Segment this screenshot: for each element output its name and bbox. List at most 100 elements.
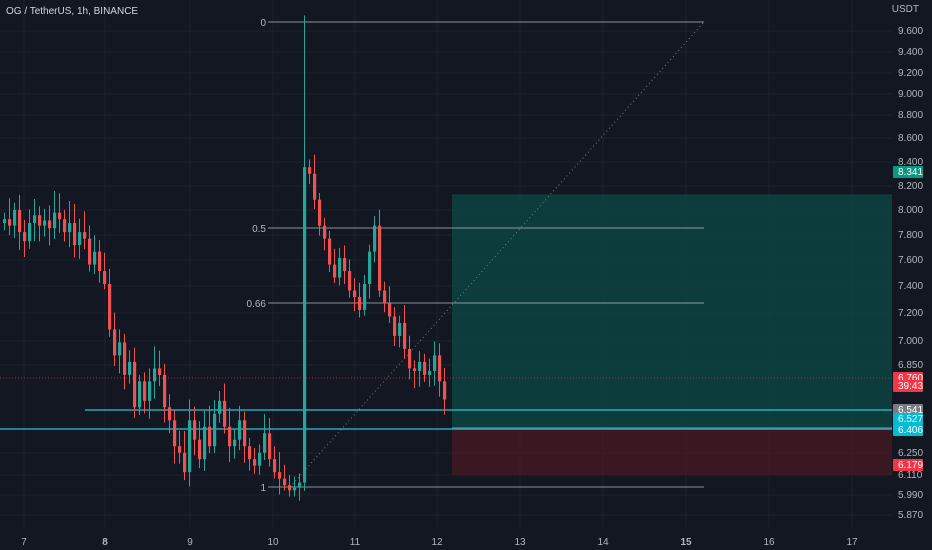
candle-body: [193, 420, 197, 440]
candle-body: [23, 232, 27, 242]
price-tick: 8.600: [898, 133, 923, 144]
price-tick: 5.870: [898, 510, 923, 521]
candle-body: [373, 225, 377, 252]
candle-body: [238, 420, 242, 440]
hline1-price-tag: 6.527: [893, 413, 923, 425]
candle-body: [28, 223, 32, 242]
candle-body: [313, 173, 317, 200]
time-axis[interactable]: 7 8 9 10 11 12 13 14 15 16 17: [21, 537, 858, 548]
candle-body: [403, 322, 407, 349]
candle-body: [338, 258, 342, 278]
candle-body: [83, 232, 87, 239]
candle-body: [103, 271, 107, 285]
target-price-tag-text: 8.341: [898, 167, 923, 178]
price-tags: 8.341 6.760 39:43 6.541 6.527 6.406 6.17…: [893, 166, 923, 471]
candle-body: [198, 439, 202, 460]
fib-level-0-label: 0: [260, 18, 266, 29]
candle-countdown-tag: 39:43: [893, 380, 923, 392]
candle-body: [233, 439, 237, 447]
candle-body: [298, 482, 302, 488]
time-tick: 8: [102, 537, 108, 548]
candle-body: [303, 167, 307, 483]
last-price-tag-text: 6.760: [898, 373, 923, 384]
candle-body: [243, 420, 247, 447]
price-tick: 7.600: [898, 255, 923, 266]
candle-body: [73, 223, 77, 246]
candle-body: [358, 297, 362, 310]
time-tick: 10: [267, 537, 279, 548]
price-tick: 7.000: [898, 336, 923, 347]
hline2-price-tag: 6.406: [893, 424, 923, 436]
candle-body: [128, 361, 132, 375]
price-axis-unit: USDT: [892, 4, 919, 15]
price-tick: 7.400: [898, 281, 923, 292]
candle-body: [148, 381, 152, 401]
candle-body: [348, 271, 352, 291]
candle-body: [288, 485, 292, 491]
candle-body: [378, 225, 382, 291]
candle-body: [408, 348, 412, 369]
price-tick: 7.800: [898, 230, 923, 241]
time-tick: 13: [514, 537, 526, 548]
stop-price-tag: 6.179: [893, 459, 923, 471]
price-tick: 9.200: [898, 68, 923, 79]
candle-body: [53, 212, 57, 229]
price-tick: 8.200: [898, 181, 923, 192]
candle-body: [43, 220, 47, 226]
candle-body: [258, 452, 262, 466]
candle-body: [3, 219, 7, 224]
price-tick: 9.400: [898, 47, 923, 58]
candle-body: [38, 215, 42, 226]
time-tick: 17: [846, 537, 858, 548]
price-tick: 9.000: [898, 89, 923, 100]
target-price-tag: 8.341: [893, 166, 923, 178]
candle-body: [173, 420, 177, 447]
candle-body: [8, 219, 12, 226]
time-tick: 14: [597, 537, 609, 548]
candle-body: [443, 381, 447, 400]
candle-body: [88, 238, 92, 265]
candle-body: [58, 212, 62, 220]
candle-body: [188, 420, 192, 473]
price-tick: 9.600: [898, 26, 923, 37]
candle-body: [98, 251, 102, 272]
candle-body: [133, 361, 137, 408]
candlestick-series[interactable]: [3, 15, 447, 501]
hline1-price-tag-text: 6.527: [898, 414, 923, 425]
candle-body: [118, 342, 122, 356]
candle-body: [283, 478, 287, 486]
candle-body: [153, 368, 157, 382]
candle-body: [78, 232, 82, 246]
candle-body: [323, 225, 327, 239]
price-tick: 5.990: [898, 490, 923, 501]
candle-body: [263, 433, 267, 453]
time-tick: 11: [350, 537, 361, 548]
price-axis[interactable]: USDT 9.600 9.400 9.200 9.000 8.800 8.600…: [892, 4, 924, 521]
price-tick: 6.850: [898, 360, 923, 371]
candle-body: [353, 290, 357, 298]
time-tick: 7: [21, 537, 27, 548]
candle-body: [383, 290, 387, 304]
candle-body: [143, 381, 147, 401]
fib-level-1-label: 1: [260, 483, 266, 494]
candle-body: [113, 329, 117, 356]
candle-body: [218, 400, 222, 414]
price-tick: 8.000: [898, 205, 923, 216]
candle-body: [213, 413, 217, 447]
candle-body: [168, 407, 172, 421]
symbol-title[interactable]: OG / TetherUS, 1h, BINANCE: [6, 6, 138, 17]
candle-body: [18, 210, 22, 233]
candle-countdown-text: 39:43: [898, 381, 923, 392]
long-position-profit-zone[interactable]: [452, 194, 892, 428]
candle-body: [123, 342, 127, 375]
candle-body: [398, 322, 402, 336]
candle-body: [433, 355, 437, 371]
candle-body: [438, 355, 442, 382]
candle-body: [208, 426, 212, 447]
fib-retracement[interactable]: 0 0.5 0.66 1: [247, 18, 705, 494]
time-tick: 12: [431, 537, 443, 548]
long-position-loss-zone[interactable]: [452, 427, 892, 475]
candle-body: [108, 284, 112, 330]
candle-body: [93, 251, 97, 265]
